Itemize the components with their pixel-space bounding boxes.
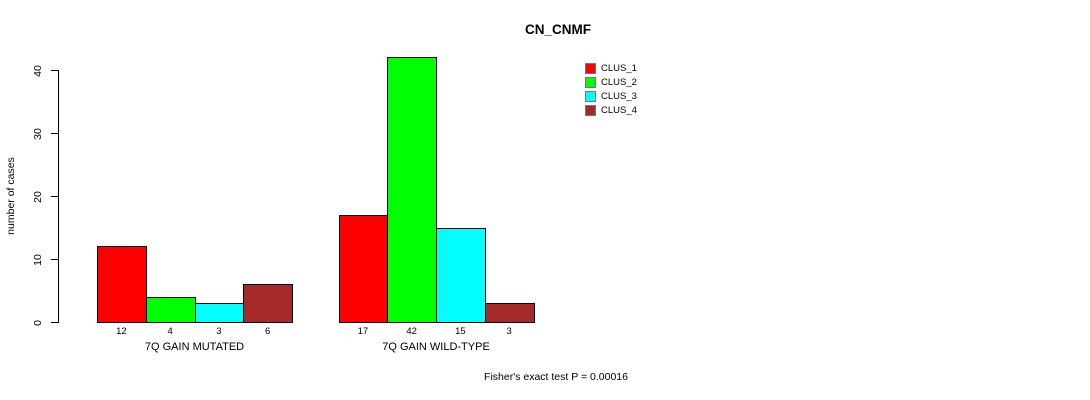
y-tick — [50, 70, 58, 71]
chart-title: CN_CNMF — [525, 22, 591, 37]
legend-swatch-clus_2 — [585, 76, 596, 88]
y-tick-label: 0 — [32, 319, 44, 326]
bar-clus_1-1 — [97, 246, 147, 323]
legend-label: CLUS_4 — [601, 104, 637, 116]
legend-row: CLUS_2 — [585, 75, 637, 89]
bar-clus_4-1 — [243, 284, 293, 323]
bar-clus_3-1 — [194, 303, 245, 323]
y-tick — [50, 133, 58, 134]
legend: CLUS_1 CLUS_2 CLUS_3 CLUS_4 — [585, 61, 637, 117]
legend-row: CLUS_1 — [585, 61, 637, 75]
category-label: 7Q GAIN WILD-TYPE — [382, 341, 490, 353]
legend-swatch-clus_4 — [585, 104, 596, 116]
legend-label: CLUS_1 — [601, 62, 637, 74]
y-tick — [50, 259, 58, 260]
bar-value-label: 4 — [167, 326, 173, 337]
y-axis-label: number of cases — [5, 157, 17, 235]
legend-swatch-clus_1 — [585, 62, 596, 74]
legend-label: CLUS_3 — [601, 90, 637, 102]
legend-label: CLUS_2 — [601, 76, 637, 88]
bar-value-label: 17 — [357, 326, 369, 337]
bar-value-label: 3 — [506, 326, 512, 337]
category-label: 7Q GAIN MUTATED — [144, 341, 245, 353]
bar-clus_4-2 — [484, 303, 535, 323]
y-tick-label: 10 — [32, 253, 44, 266]
bar-value-label: 3 — [216, 326, 222, 337]
y-tick-label: 40 — [32, 64, 44, 77]
bar-clus_3-2 — [436, 227, 486, 323]
bar-value-label: 42 — [406, 326, 417, 337]
bar-value-label: 15 — [455, 326, 466, 337]
fisher-test-annotation: Fisher's exact test P = 0.00016 — [484, 371, 628, 383]
y-tick-label: 20 — [32, 190, 44, 203]
bar-clus_1-2 — [338, 214, 389, 323]
y-axis-line — [57, 70, 59, 323]
y-tick — [50, 322, 58, 323]
bar-value-label: 12 — [116, 326, 127, 337]
legend-row: CLUS_4 — [585, 103, 637, 117]
legend-row: CLUS_3 — [585, 89, 637, 103]
bar-clus_2-2 — [387, 57, 437, 323]
y-tick — [50, 196, 58, 197]
bar-clus_2-1 — [145, 296, 196, 323]
bar-value-label: 6 — [264, 326, 271, 337]
y-tick-label: 30 — [32, 127, 44, 140]
legend-swatch-clus_3 — [585, 90, 596, 102]
